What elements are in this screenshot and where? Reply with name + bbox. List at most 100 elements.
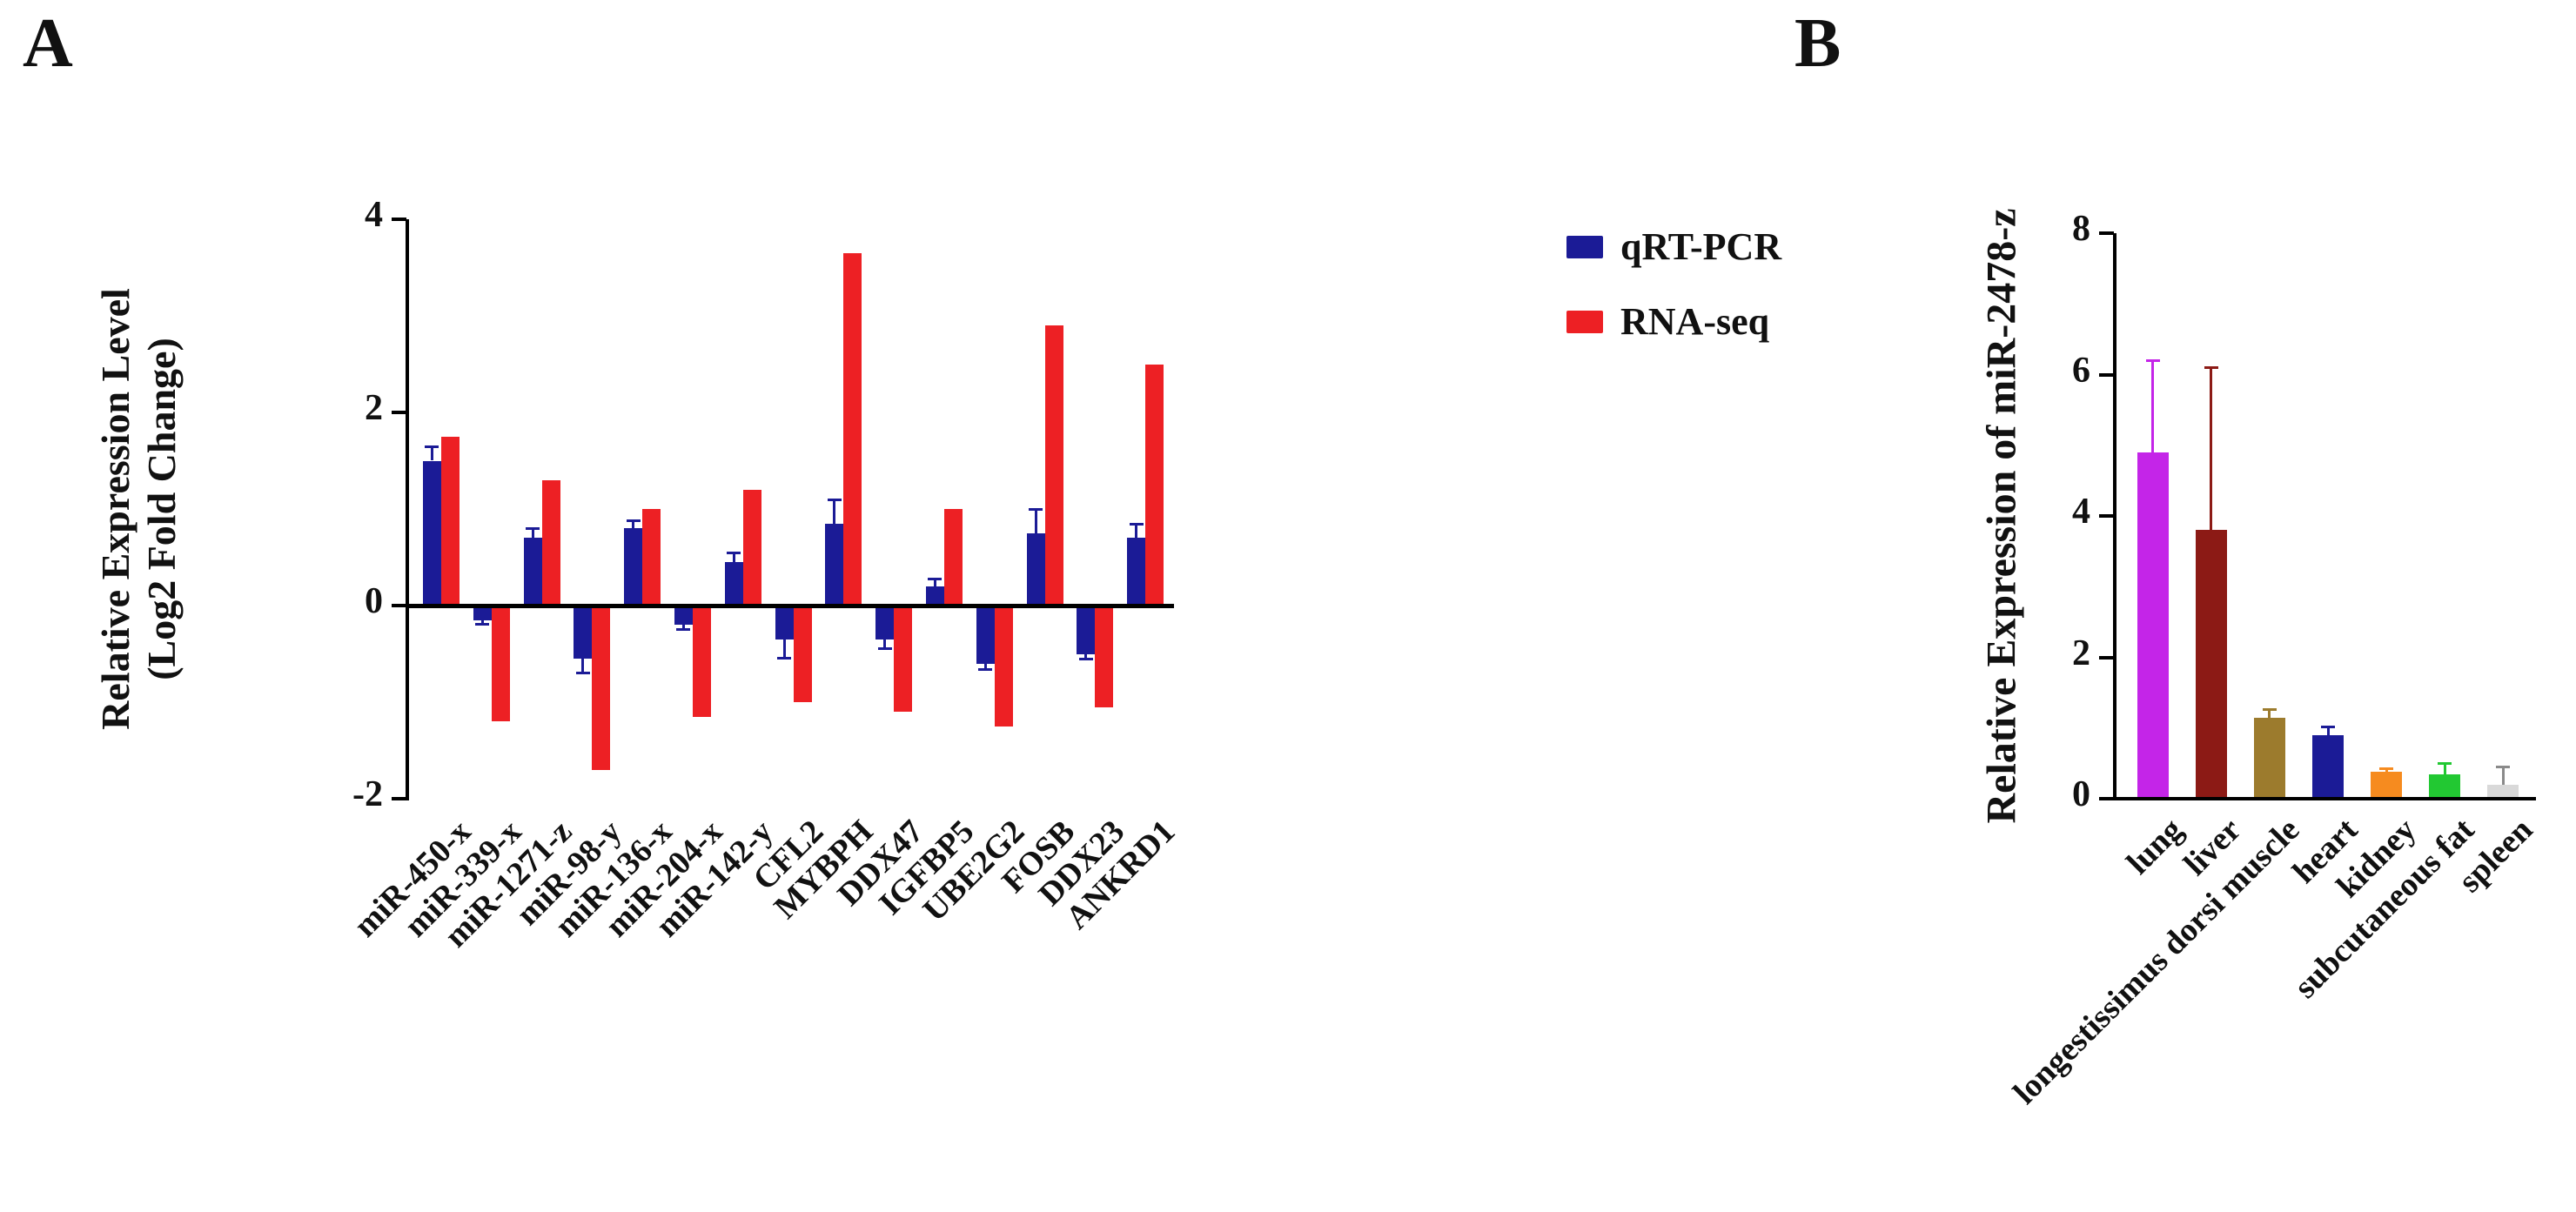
error-bar-qRT-PCR-miR-339-x-cap bbox=[475, 623, 490, 626]
panel-a-label: A bbox=[23, 5, 73, 82]
error-bar-qRT-PCR-DDX47-line bbox=[883, 639, 887, 649]
legend-swatch-1 bbox=[1566, 311, 1603, 333]
bar-kidney bbox=[2371, 772, 2403, 799]
legend-item-rnaseq: RNA-seq bbox=[1566, 303, 1781, 341]
chart-b-x-axis-line bbox=[2113, 797, 2536, 800]
error-bar-qRT-PCR-CFL2-cap bbox=[777, 657, 791, 660]
bar-RNA-seq-miR-136-x bbox=[642, 509, 661, 606]
bar-RNA-seq-miR-142-y bbox=[742, 489, 761, 606]
chart-a-y-tick-label: 0 bbox=[365, 581, 383, 621]
chart-b-y-tick-mark bbox=[2099, 514, 2114, 518]
panel-b-label: B bbox=[1794, 5, 1841, 82]
error-bar-subcutaneous fat-line bbox=[2443, 763, 2446, 774]
error-bar-qRT-PCR-miR-136-x-cap bbox=[626, 519, 641, 523]
error-bar-qRT-PCR-IGFBP5-line bbox=[933, 578, 936, 586]
error-bar-qRT-PCR-UBE2G2-cap bbox=[978, 668, 993, 672]
error-bar-qRT-PCR-DDX23-cap bbox=[1078, 658, 1093, 661]
chart-b-y-tick-label: 0 bbox=[2072, 774, 2090, 814]
chart-a-zero-line bbox=[406, 604, 1174, 608]
legend-swatch-0 bbox=[1566, 236, 1603, 258]
error-bar-qRT-PCR-miR-98-y-cap bbox=[575, 671, 590, 674]
error-bar-qRT-PCR-miR-450-x-line bbox=[430, 445, 433, 461]
error-bar-spleen-cap bbox=[2496, 766, 2511, 769]
bar-RNA-seq-miR-1271-z bbox=[541, 479, 560, 606]
error-bar-liver-line bbox=[2210, 367, 2213, 531]
bar-RNA-seq-IGFBP5 bbox=[943, 509, 963, 606]
error-bar-qRT-PCR-miR-204-x-cap bbox=[676, 627, 691, 631]
bar-qRT-PCR-DDX47 bbox=[875, 606, 895, 639]
error-bar-kidney-cap bbox=[2379, 767, 2394, 771]
error-bar-qRT-PCR-DDX47-cap bbox=[877, 646, 892, 650]
chart-b-y-axis-line bbox=[2113, 233, 2116, 800]
chart-b-y-tick-label: 2 bbox=[2072, 633, 2090, 673]
bar-spleen bbox=[2487, 784, 2519, 799]
error-bar-qRT-PCR-miR-204-x-line bbox=[681, 625, 685, 630]
chart-a-y-tick-mark bbox=[392, 218, 406, 221]
chart-a-y-tick-mark bbox=[392, 411, 406, 414]
error-bar-qRT-PCR-MYBPH-cap bbox=[827, 498, 842, 501]
chart-b-y-tick-label: 8 bbox=[2072, 209, 2090, 249]
error-bar-qRT-PCR-CFL2-line bbox=[782, 639, 786, 660]
error-bar-qRT-PCR-UBE2G2-line bbox=[983, 663, 987, 671]
bar-qRT-PCR-miR-142-y bbox=[724, 562, 743, 606]
error-bar-lung-cap bbox=[2145, 359, 2160, 363]
bar-heart bbox=[2312, 734, 2344, 799]
bar-RNA-seq-DDX23 bbox=[1095, 606, 1114, 707]
chart-a-y-tick-label: 2 bbox=[365, 388, 383, 428]
error-bar-liver-cap bbox=[2204, 366, 2218, 370]
bar-RNA-seq-ANKRD1 bbox=[1145, 364, 1164, 606]
legend-label-rnaseq: RNA-seq bbox=[1620, 300, 1770, 343]
bar-qRT-PCR-IGFBP5 bbox=[925, 586, 944, 606]
bar-qRT-PCR-MYBPH bbox=[825, 523, 844, 606]
bar-qRT-PCR-ANKRD1 bbox=[1127, 538, 1146, 606]
bar-RNA-seq-UBE2G2 bbox=[994, 606, 1013, 727]
bar-qRT-PCR-miR-136-x bbox=[624, 528, 643, 606]
error-bar-lung-line bbox=[2151, 360, 2155, 452]
bar-RNA-seq-MYBPH bbox=[843, 252, 862, 606]
bar-RNA-seq-DDX47 bbox=[894, 606, 913, 713]
chart-b-y-tick-label: 4 bbox=[2072, 492, 2090, 532]
error-bar-spleen-line bbox=[2501, 767, 2505, 785]
bar-longestissimus dorsi muscle bbox=[2253, 717, 2285, 799]
bar-RNA-seq-FOSB bbox=[1044, 325, 1063, 606]
chart-b-y-tick-label: 6 bbox=[2072, 350, 2090, 391]
legend-label-qrtpcr: qRT-PCR bbox=[1620, 225, 1782, 268]
error-bar-qRT-PCR-FOSB-line bbox=[1034, 509, 1037, 533]
chart-b-y-tick-mark bbox=[2099, 372, 2114, 377]
error-bar-subcutaneous fat-cap bbox=[2438, 762, 2452, 766]
error-bar-qRT-PCR-miR-339-x-line bbox=[480, 619, 484, 626]
error-bar-qRT-PCR-MYBPH-line bbox=[833, 499, 836, 524]
chart-b-y-tick-mark bbox=[2099, 231, 2114, 235]
chart-b-y-tick-mark bbox=[2099, 655, 2114, 660]
bar-qRT-PCR-miR-450-x bbox=[422, 460, 441, 606]
legend-item-qrtpcr: qRT-PCR bbox=[1566, 228, 1781, 266]
chart-a-y-tick-label: -2 bbox=[352, 774, 383, 814]
bar-RNA-seq-miR-98-y bbox=[592, 606, 611, 770]
bar-subcutaneous fat bbox=[2429, 773, 2461, 799]
chart-a-y-axis-line bbox=[406, 219, 409, 800]
chart-a-y-tick-mark bbox=[392, 797, 406, 800]
chart-a-y-tick-label: 4 bbox=[365, 195, 383, 235]
error-bar-qRT-PCR-IGFBP5-cap bbox=[928, 577, 943, 580]
bar-qRT-PCR-miR-339-x bbox=[473, 606, 492, 620]
error-bar-longestissimus dorsi muscle-cap bbox=[2262, 707, 2277, 711]
error-bar-qRT-PCR-ANKRD1-cap bbox=[1129, 522, 1144, 526]
bar-RNA-seq-miR-339-x bbox=[491, 606, 510, 722]
bar-qRT-PCR-FOSB bbox=[1026, 532, 1045, 606]
bar-qRT-PCR-DDX23 bbox=[1077, 606, 1096, 654]
error-bar-qRT-PCR-miR-142-y-line bbox=[732, 552, 735, 563]
error-bar-qRT-PCR-FOSB-cap bbox=[1029, 508, 1043, 511]
error-bar-qRT-PCR-miR-142-y-cap bbox=[727, 551, 741, 554]
error-bar-qRT-PCR-miR-98-y-line bbox=[581, 659, 585, 673]
bar-RNA-seq-miR-204-x bbox=[692, 606, 711, 717]
bar-qRT-PCR-CFL2 bbox=[775, 606, 794, 639]
bar-qRT-PCR-miR-98-y bbox=[574, 606, 593, 660]
error-bar-qRT-PCR-miR-1271-z-line bbox=[531, 528, 534, 539]
bar-qRT-PCR-miR-1271-z bbox=[523, 538, 542, 606]
bar-lung bbox=[2137, 452, 2169, 799]
bar-RNA-seq-miR-450-x bbox=[440, 436, 460, 606]
chart-b-y-tick-mark bbox=[2099, 797, 2114, 800]
error-bar-qRT-PCR-ANKRD1-line bbox=[1135, 523, 1138, 539]
